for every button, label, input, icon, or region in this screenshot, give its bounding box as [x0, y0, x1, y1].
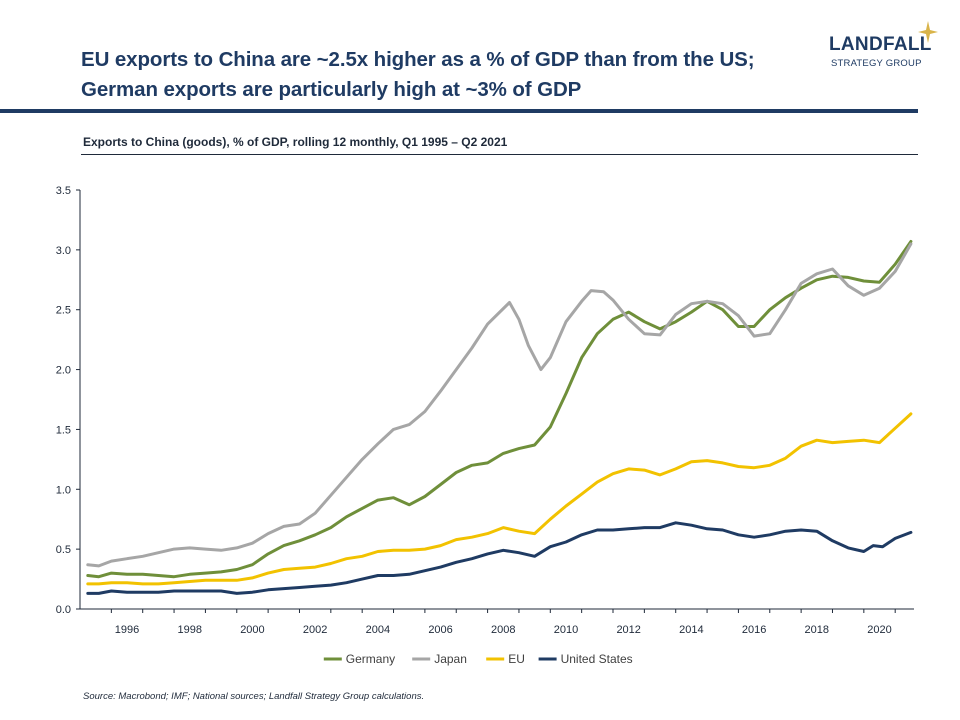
- source-note: Source: Macrobond; IMF; National sources…: [83, 691, 425, 702]
- y-tick-label: 2.5: [56, 305, 71, 317]
- x-tick-label: 2006: [428, 624, 452, 636]
- x-tick-label: 2008: [491, 624, 515, 636]
- y-tick-label: 0.0: [56, 604, 71, 616]
- x-tick-label: 2018: [805, 624, 829, 636]
- x-tick-label: 1998: [177, 624, 201, 636]
- x-tick-label: 2016: [742, 624, 766, 636]
- y-tick-label: 2.0: [56, 365, 71, 377]
- legend-label: Germany: [346, 652, 395, 666]
- y-tick-label: 3.0: [56, 245, 71, 257]
- line-chart: 0.0 0.5 1.0 1.5 2.0 2.5 3.0 3.5 1996 1998 2000 2002…: [56, 185, 914, 666]
- series-line-united-states: [86, 521, 913, 595]
- page-title-line-2: German exports are particularly high at …: [81, 78, 582, 101]
- x-tick-label: 2020: [867, 624, 891, 636]
- x-tick-label: 2002: [303, 624, 327, 636]
- y-tick-label: 3.5: [56, 185, 71, 197]
- x-tick-label: 2014: [679, 624, 703, 636]
- x-tick-label: 2012: [616, 624, 640, 636]
- y-tick-label: 0.5: [56, 544, 71, 556]
- legend-label: EU: [508, 652, 525, 666]
- sparkle-star-icon: [918, 21, 938, 43]
- x-tick-label: 2004: [366, 624, 390, 636]
- legend-label: Japan: [434, 652, 467, 666]
- subtitle-divider: [81, 154, 918, 155]
- y-tick-label: 1.0: [56, 484, 71, 496]
- x-tick-label: 1996: [115, 624, 139, 636]
- chart-subtitle: Exports to China (goods), % of GDP, roll…: [83, 135, 508, 149]
- series-line-germany: [86, 240, 913, 579]
- x-tick-label: 2010: [554, 624, 578, 636]
- legend-label: United States: [561, 652, 633, 666]
- x-tick-label: 2000: [240, 624, 264, 636]
- series-line-eu: [86, 412, 913, 586]
- series-line-japan: [86, 242, 913, 568]
- page-title-line-1: EU exports to China are ~2.5x higher as …: [81, 48, 755, 71]
- y-tick-label: 1.5: [56, 424, 71, 436]
- logo-name: LANDFALL: [829, 34, 932, 55]
- header-divider: [0, 109, 918, 113]
- logo-tagline: STRATEGY GROUP: [831, 58, 922, 69]
